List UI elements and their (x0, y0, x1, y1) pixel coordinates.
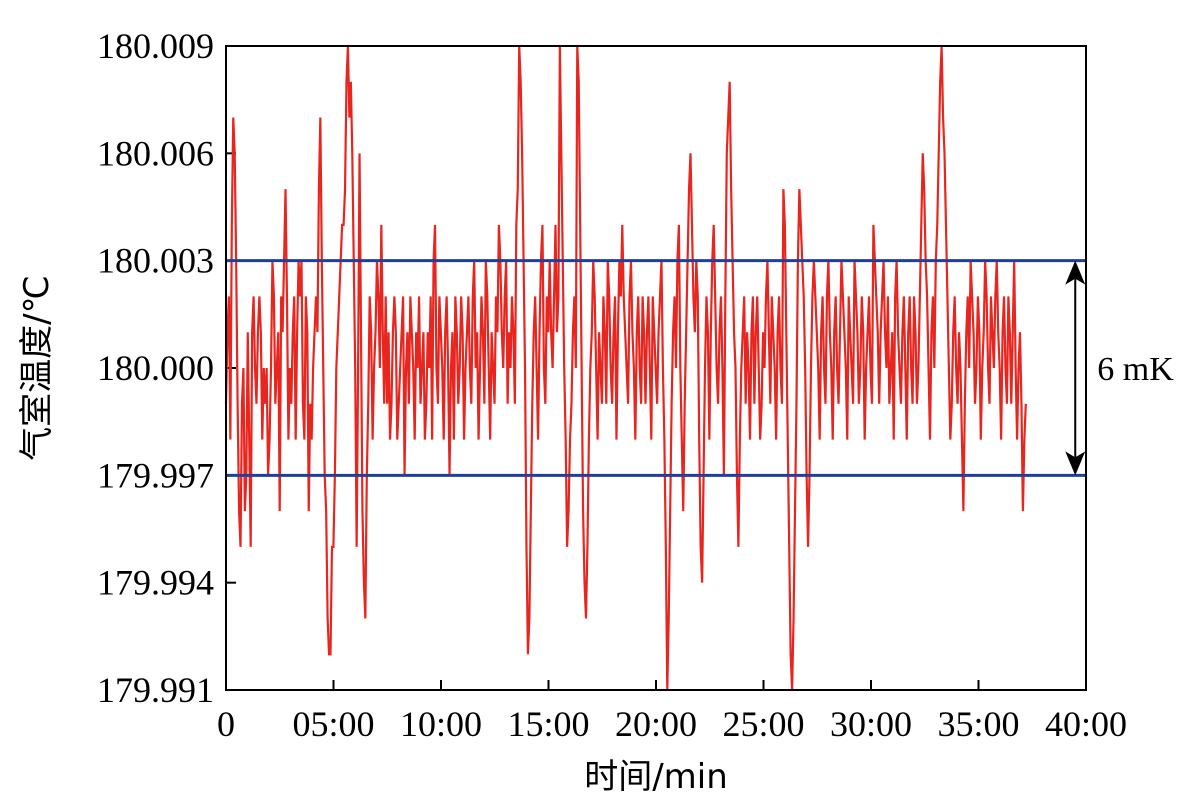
x-tick-label: 35:00 (937, 704, 1019, 744)
y-axis-label: 气室温度/℃ (17, 275, 57, 461)
arrow-up-icon (1065, 260, 1086, 285)
plot-frame (225, 45, 1087, 691)
reference-lines (226, 259, 1086, 477)
y-tick-label: 179.997 (97, 455, 214, 495)
arrow-down-icon (1065, 451, 1086, 476)
x-tick-label: 05:00 (292, 704, 374, 744)
x-tick-label: 10:00 (400, 704, 482, 744)
x-tick-label: 20:00 (615, 704, 697, 744)
y-tick-label: 180.009 (97, 26, 214, 66)
y-axis-ticks: 179.991 179.994 179.997 180.000 180.003 180.0… (97, 26, 236, 710)
y-tick-label: 179.991 (97, 670, 214, 710)
y-tick-label: 180.006 (97, 133, 214, 173)
x-tick-label: 15:00 (507, 704, 589, 744)
y-tick-label: 180.003 (97, 241, 214, 281)
annotation-layer: 6 mK (1065, 260, 1174, 476)
series-layer (224, 45, 1027, 691)
x-tick-label: 25:00 (722, 704, 804, 744)
temperature-series-line (224, 45, 1027, 691)
x-tick-label: 0 (217, 704, 235, 744)
x-tick-label: 30:00 (830, 704, 912, 744)
y-tick-label: 179.994 (97, 563, 214, 603)
x-axis-ticks: 0 05:00 10:00 15:00 20:00 25:00 30:00 35:00 40:0… (217, 680, 1127, 744)
y-tick-label: 180.000 (97, 348, 214, 388)
span-annotation-label: 6 mK (1097, 351, 1174, 388)
x-tick-label: 40:00 (1045, 704, 1127, 744)
x-axis-label: 时间/min (584, 757, 728, 797)
